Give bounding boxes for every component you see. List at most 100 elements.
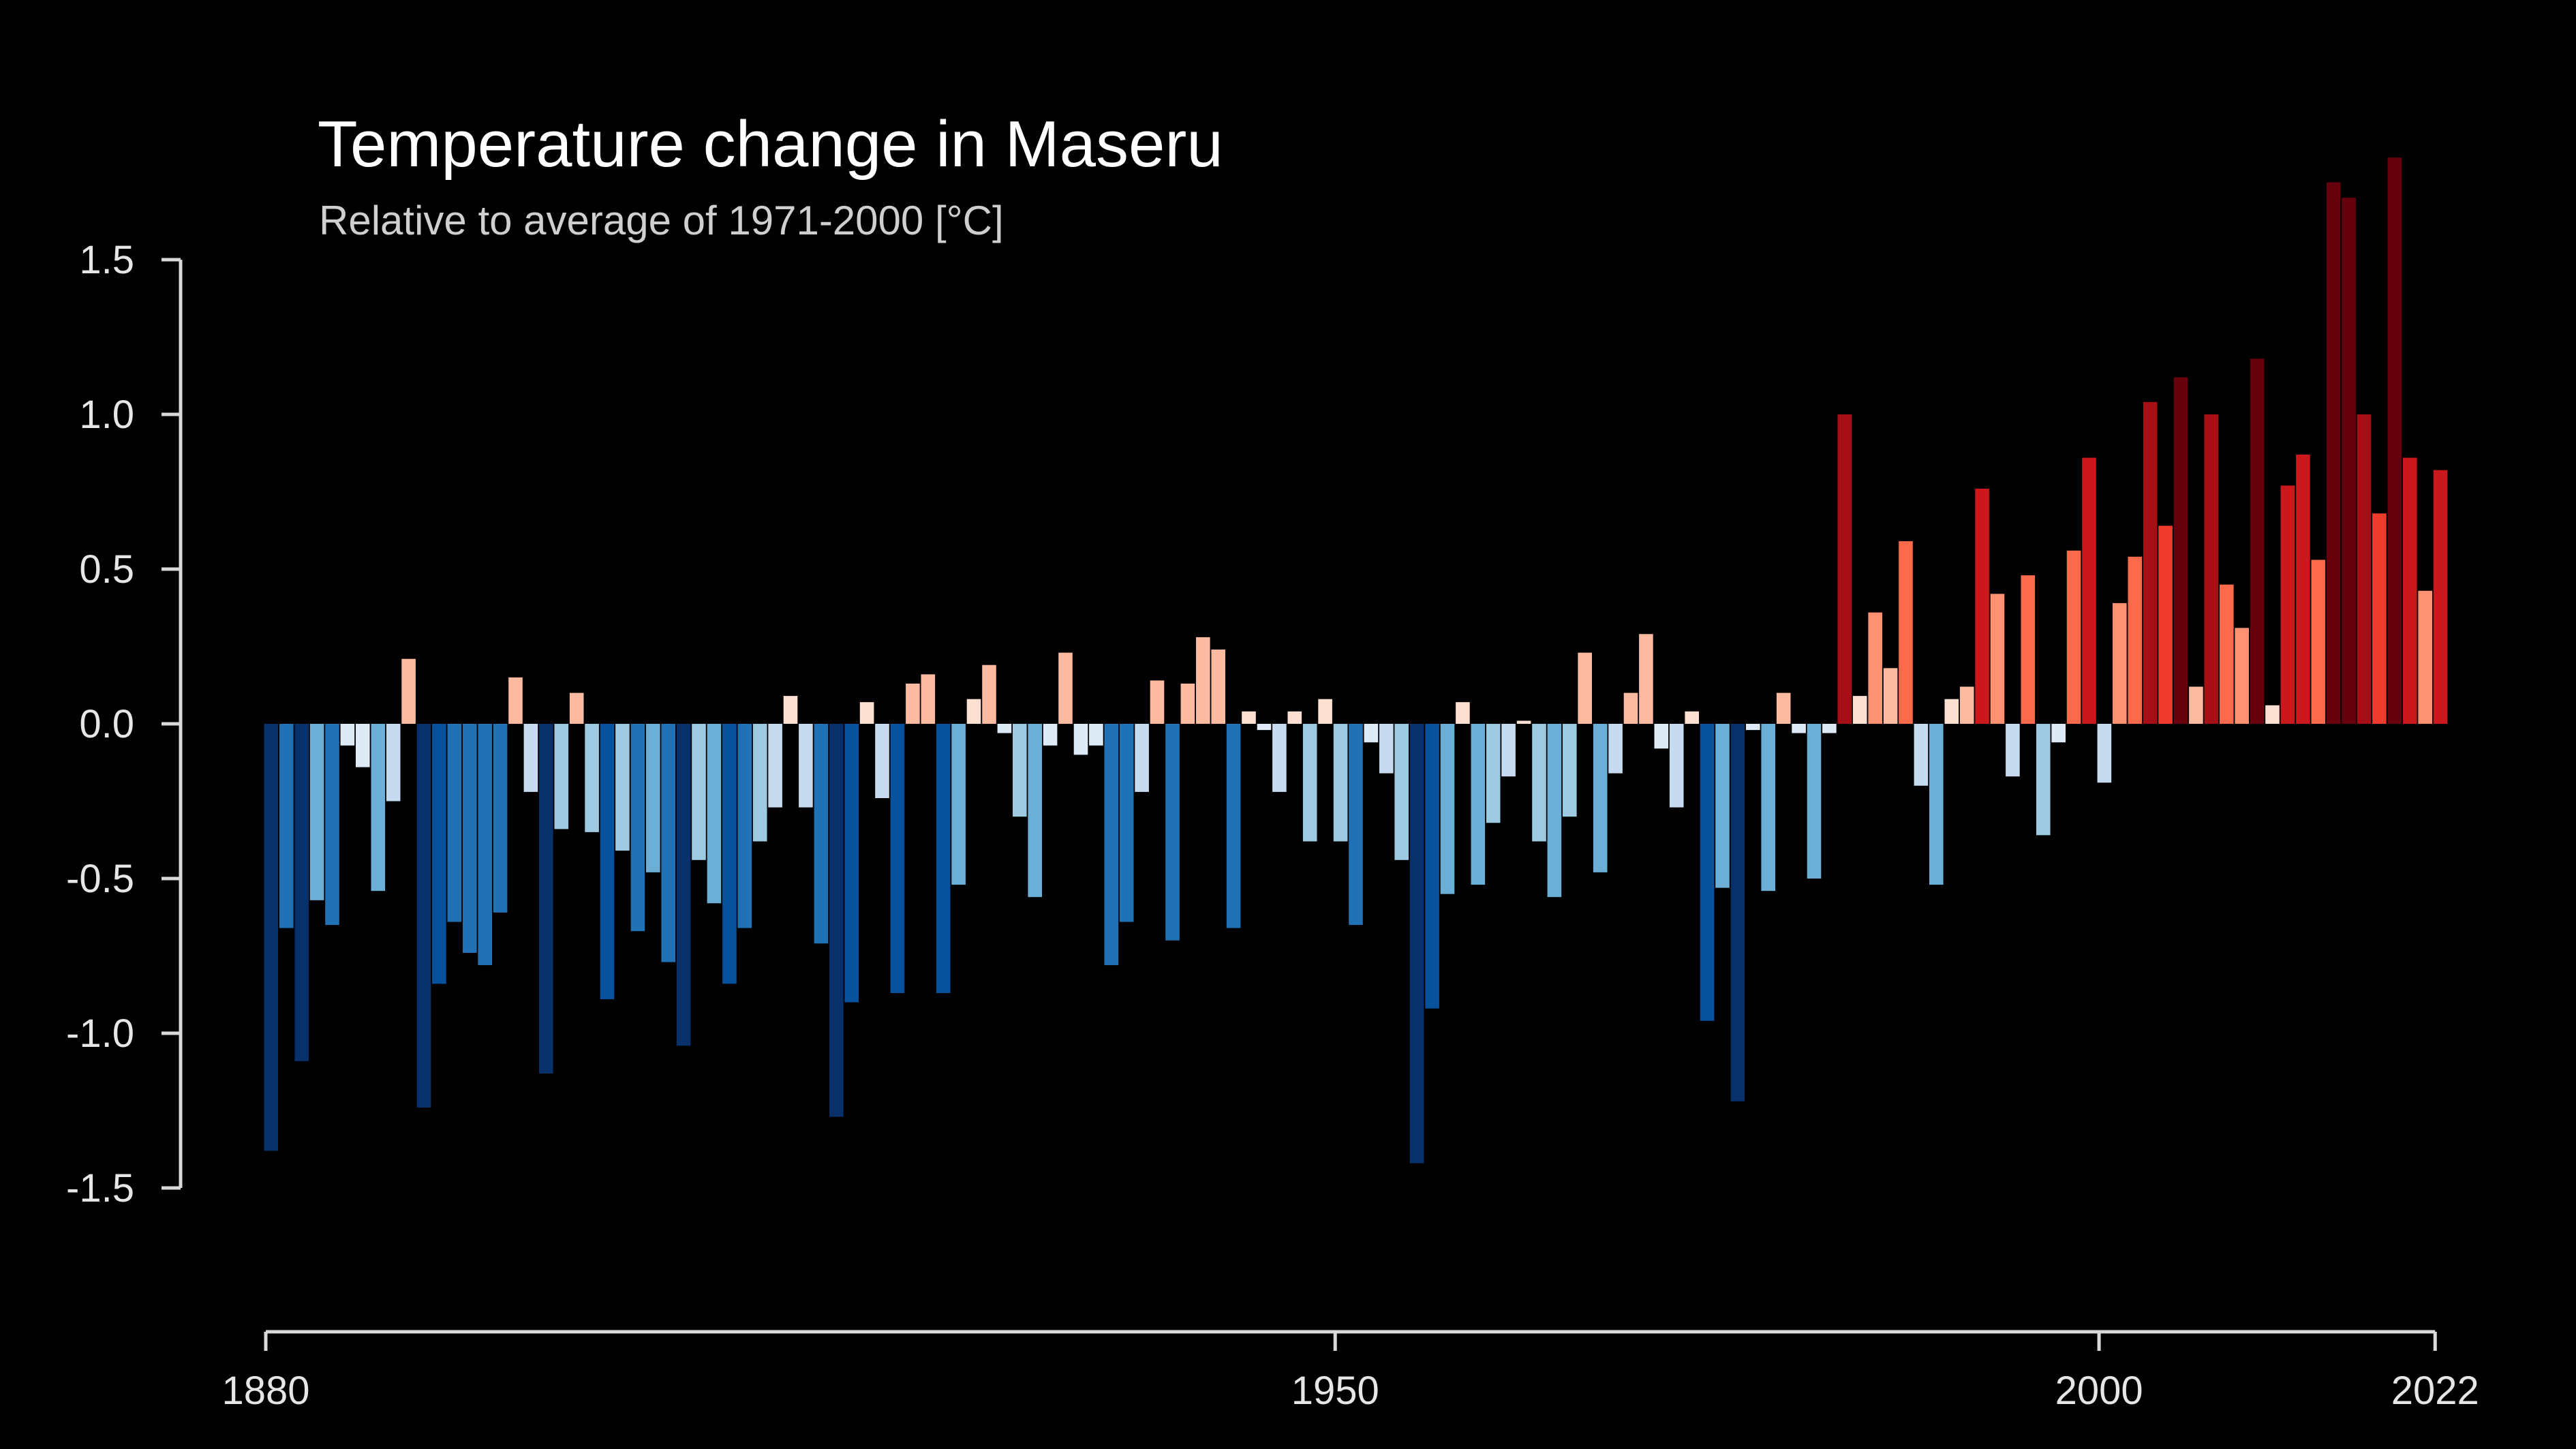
- bar-1923: [921, 674, 936, 724]
- bar-1901: [585, 724, 599, 832]
- bar-1880: [264, 724, 279, 1151]
- bar-1928: [997, 724, 1012, 733]
- bar-2013: [2296, 455, 2310, 724]
- bar-1933: [1073, 724, 1088, 755]
- bar-1919: [859, 702, 874, 724]
- bar-1924: [936, 724, 951, 993]
- y-tick-label: 0.0: [79, 702, 134, 746]
- bar-2014: [2311, 560, 2326, 724]
- chart-title: Temperature change in Maseru: [318, 108, 1223, 181]
- bar-2012: [2280, 485, 2295, 724]
- bar-1987: [1899, 541, 1913, 724]
- bar-1890: [416, 724, 431, 1108]
- bar-1980: [1792, 724, 1806, 733]
- bar-1946: [1272, 724, 1287, 792]
- y-tick-label: -1.0: [66, 1011, 134, 1056]
- bar-1999: [2082, 457, 2096, 724]
- bar-1908: [692, 724, 706, 860]
- bar-1950: [1333, 724, 1348, 842]
- bar-1955: [1409, 724, 1424, 1163]
- bar-2005: [2173, 377, 2188, 724]
- bar-1968: [1608, 724, 1623, 774]
- bar-1957: [1440, 724, 1455, 894]
- bar-1975: [1715, 724, 1730, 888]
- bar-1964: [1547, 724, 1562, 898]
- bar-1906: [661, 724, 675, 962]
- bar-1931: [1043, 724, 1058, 746]
- bar-1981: [1807, 724, 1822, 879]
- bar-1979: [1776, 692, 1791, 724]
- bar-1907: [676, 724, 691, 1046]
- bar-1920: [875, 724, 889, 798]
- bar-1896: [508, 677, 523, 724]
- bar-1986: [1883, 668, 1898, 724]
- bar-1902: [600, 724, 615, 1000]
- bar-2022: [2433, 470, 2448, 724]
- bar-1988: [1914, 724, 1929, 786]
- bar-1911: [737, 724, 752, 928]
- bar-2004: [2158, 525, 2173, 724]
- bar-1969: [1623, 692, 1638, 724]
- bar-1996: [2036, 724, 2051, 836]
- bar-2020: [2403, 457, 2417, 724]
- bar-1994: [2006, 724, 2020, 777]
- y-tick-label: 0.5: [79, 547, 134, 592]
- bar-1970: [1639, 634, 1653, 724]
- bar-1956: [1425, 724, 1439, 1009]
- bar-1910: [722, 724, 737, 984]
- bar-1990: [1944, 699, 1959, 724]
- bar-1925: [951, 724, 966, 885]
- bars-group: [264, 157, 2448, 1163]
- bar-1938: [1150, 680, 1165, 724]
- bar-1916: [814, 724, 829, 944]
- bar-2010: [2250, 359, 2265, 724]
- x-tick-label: 1950: [1291, 1369, 1379, 1413]
- bar-2001: [2113, 603, 2127, 724]
- bar-2000: [2097, 724, 2112, 783]
- bar-2018: [2372, 513, 2387, 724]
- bar-1951: [1349, 724, 1363, 926]
- bar-2021: [2418, 590, 2432, 724]
- bar-1934: [1089, 724, 1103, 746]
- bar-1893: [463, 724, 477, 953]
- bar-1962: [1516, 720, 1531, 724]
- bar-2015: [2326, 182, 2341, 724]
- bar-1940: [1180, 684, 1195, 724]
- bar-1949: [1318, 699, 1332, 724]
- bar-1963: [1532, 724, 1546, 842]
- bar-1936: [1119, 724, 1134, 922]
- bar-1913: [768, 724, 782, 808]
- bar-1998: [2066, 550, 2081, 724]
- bar-1983: [1837, 414, 1852, 724]
- bar-1985: [1868, 612, 1882, 724]
- x-tick-label: 2022: [2391, 1369, 2479, 1413]
- bar-1948: [1302, 724, 1317, 842]
- bar-1954: [1394, 724, 1409, 860]
- bar-1995: [2021, 575, 2036, 724]
- bar-1971: [1654, 724, 1669, 749]
- bar-1982: [1822, 724, 1837, 733]
- bar-1976: [1730, 724, 1745, 1101]
- bar-1935: [1104, 724, 1119, 966]
- bar-1977: [1746, 724, 1760, 731]
- bar-1959: [1471, 724, 1486, 885]
- bar-1882: [294, 724, 309, 1061]
- bar-2009: [2235, 628, 2249, 724]
- bar-1978: [1761, 724, 1775, 891]
- bar-1912: [752, 724, 767, 842]
- bar-1881: [279, 724, 294, 928]
- bar-1966: [1578, 652, 1592, 724]
- bar-1909: [707, 724, 722, 904]
- x-tick-label: 2000: [2055, 1369, 2143, 1413]
- bar-1903: [615, 724, 630, 851]
- bar-1884: [325, 724, 339, 926]
- bar-1914: [783, 696, 798, 724]
- bar-1942: [1211, 650, 1225, 724]
- bar-1952: [1364, 724, 1379, 743]
- bar-2016: [2342, 198, 2356, 724]
- bar-1917: [829, 724, 844, 1117]
- bar-1899: [554, 724, 569, 829]
- bar-1926: [966, 699, 981, 724]
- bar-1972: [1669, 724, 1684, 808]
- bar-1939: [1165, 724, 1180, 941]
